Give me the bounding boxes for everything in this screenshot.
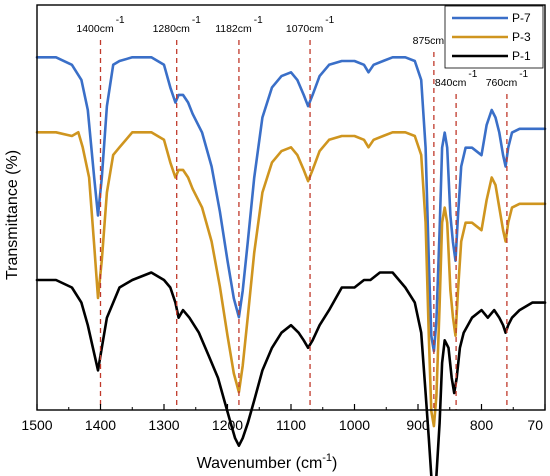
x-tick-label-1000: 1000	[339, 417, 370, 433]
x-tick-label-800: 800	[470, 417, 494, 433]
peak-label-1182: 1182cm-1	[215, 15, 263, 35]
peak-label-1280: 1280cm-1	[153, 15, 202, 35]
x-axis-ticks: 1500 1400 1300 1200 1100 1000 900 800 70	[21, 404, 546, 433]
y-axis-title: Transmittance (%)	[4, 150, 21, 280]
peak-label-760: 760cm-1	[486, 69, 529, 89]
series-line-p-1	[35, 271, 547, 476]
x-tick-label-1100: 1100	[276, 417, 306, 433]
x-tick-label-900: 900	[406, 417, 430, 433]
legend-label-p-1: P-1	[512, 49, 531, 63]
legend: P-7 P-3 P-1	[444, 5, 544, 69]
legend-label-p-3: P-3	[512, 30, 531, 44]
x-tick-label-1300: 1300	[148, 417, 179, 433]
peak-label-1400: 1400cm-1	[76, 15, 125, 35]
peak-label-840: 840cm-1	[435, 69, 478, 89]
x-tick-label-1200: 1200	[212, 417, 243, 433]
x-tick-label-1500: 1500	[21, 417, 52, 433]
x-axis-title: Wavenumber (cm-1)	[197, 452, 338, 472]
series-layer	[35, 56, 547, 476]
x-tick-label-700: 70	[527, 417, 543, 433]
x-tick-label-1400: 1400	[85, 417, 116, 433]
peak-label-1070: 1070cm-1	[286, 15, 335, 35]
legend-label-p-7: P-7	[512, 11, 531, 25]
series-line-p-7	[35, 56, 547, 353]
series-line-p-3	[35, 131, 547, 428]
